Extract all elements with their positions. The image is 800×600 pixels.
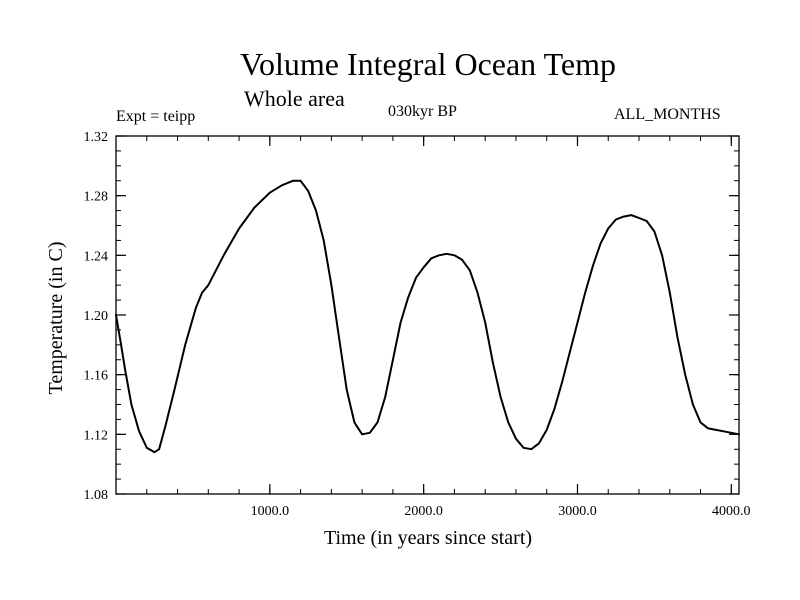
period-label: 030kyr BP <box>388 103 457 120</box>
chart-subtitle: Whole area <box>244 86 345 111</box>
plot-frame <box>115 135 740 495</box>
minor-ticks <box>115 135 739 495</box>
experiment-label: Expt = teipp <box>116 108 196 125</box>
y-axis-label: Temperature (in C) <box>45 242 67 395</box>
major-ticks <box>116 135 739 495</box>
y-tick-label: 1.12 <box>84 428 109 443</box>
y-tick-labels: 1.08 1.12 1.16 1.20 1.24 1.28 1.32 <box>84 130 109 503</box>
y-tick-label: 1.16 <box>84 369 109 384</box>
x-tick-label: 1000.0 <box>251 504 290 519</box>
x-tick-label: 4000.0 <box>712 504 751 519</box>
y-tick-label: 1.24 <box>84 249 109 264</box>
x-axis-label: Time (in years since start) <box>324 527 532 549</box>
chart-title: Volume Integral Ocean Temp <box>239 46 616 82</box>
series-layer <box>115 179 740 454</box>
months-label: ALL_MONTHS <box>614 106 721 123</box>
y-tick-label: 1.08 <box>84 488 109 503</box>
x-tick-label: 3000.0 <box>558 504 597 519</box>
y-tick-label: 1.32 <box>84 130 109 145</box>
y-tick-label: 1.28 <box>84 190 109 205</box>
y-tick-label: 1.20 <box>84 309 109 324</box>
x-tick-label: 2000.0 <box>404 504 443 519</box>
x-tick-labels: 1000.0 2000.0 3000.0 4000.0 <box>251 504 751 519</box>
series-line <box>115 179 740 454</box>
